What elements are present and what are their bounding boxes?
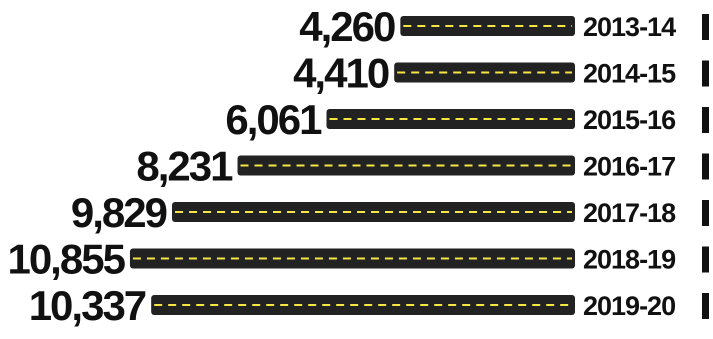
category-label-2014-15: 2014-15 bbox=[583, 59, 676, 89]
value-label-2017-18: 9,829 bbox=[71, 189, 167, 236]
value-label-2016-17: 8,231 bbox=[136, 143, 233, 190]
value-label-2015-16: 6,061 bbox=[225, 96, 322, 143]
bar-2016-17 bbox=[237, 155, 576, 176]
category-label-2016-17: 2016-17 bbox=[583, 152, 675, 182]
end-marker-2018-19 bbox=[702, 246, 709, 273]
bar-2018-19 bbox=[129, 248, 575, 269]
category-label-2018-19: 2018-19 bbox=[583, 245, 676, 275]
category-label-2013-14: 2013-14 bbox=[583, 12, 676, 42]
end-marker-2014-15 bbox=[702, 60, 709, 87]
end-marker-2017-18 bbox=[702, 200, 709, 226]
bar-2019-20 bbox=[151, 295, 576, 315]
end-marker-2015-16 bbox=[702, 107, 709, 133]
value-label-2018-19: 10,855 bbox=[7, 236, 125, 283]
value-label-2013-14: 4,260 bbox=[299, 3, 395, 50]
value-label-2019-20: 10,337 bbox=[29, 282, 146, 329]
value-label-2014-15: 4,410 bbox=[293, 50, 389, 97]
bar-2015-16 bbox=[326, 109, 575, 129]
end-marker-2019-20 bbox=[702, 293, 709, 319]
category-label-2015-16: 2015-16 bbox=[583, 105, 676, 135]
end-marker-2013-14 bbox=[702, 14, 709, 40]
end-marker-2016-17 bbox=[702, 153, 709, 180]
category-label-2019-20: 2019-20 bbox=[583, 291, 675, 321]
category-label-2017-18: 2017-18 bbox=[583, 198, 676, 228]
